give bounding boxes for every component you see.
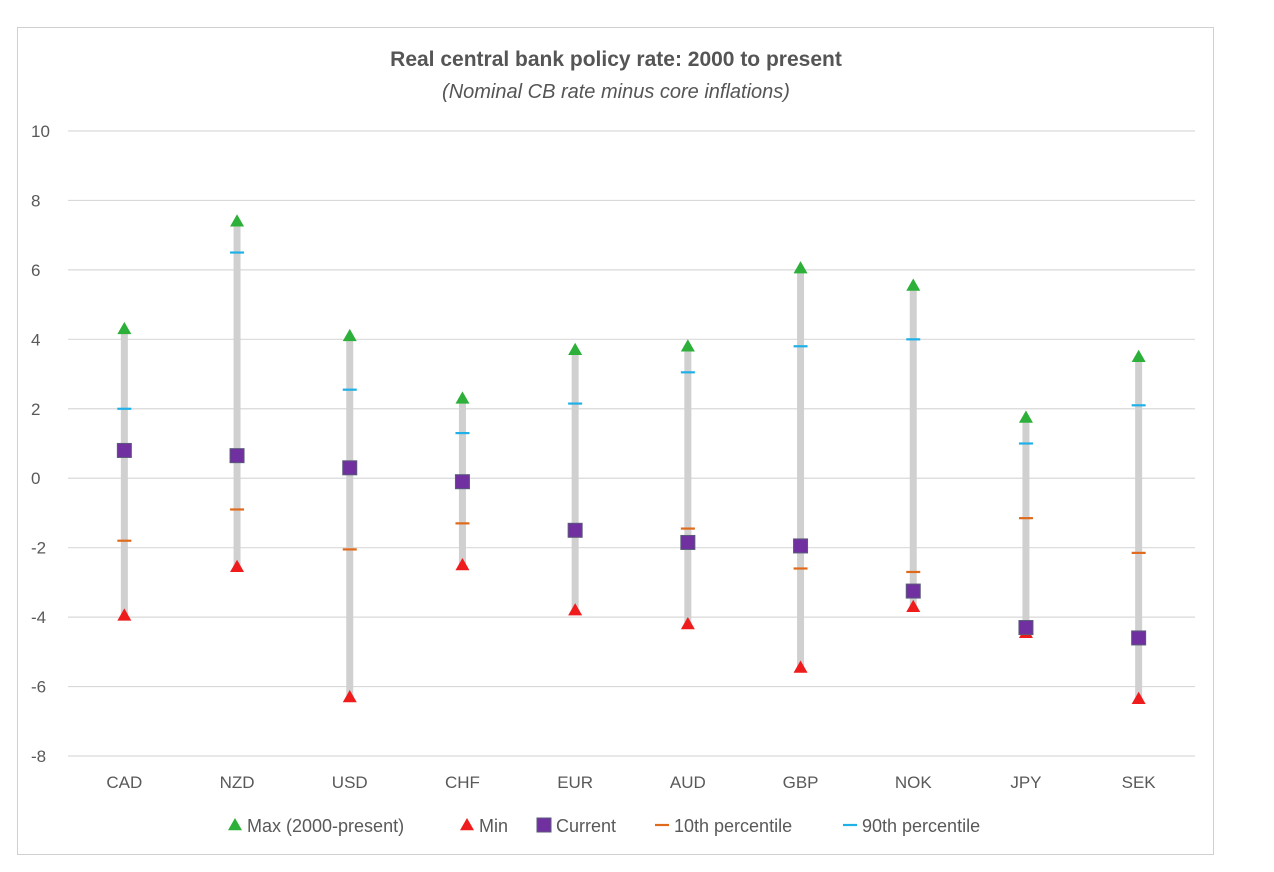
x-tick-label: NZD [220,773,255,792]
point-min [1131,691,1146,704]
legend-marker-current [536,817,552,833]
y-axis-ticks: 10 8 6 4 2 0 -2 -4 -6 -8 [31,122,50,766]
x-tick-label: GBP [783,773,819,792]
legend-label-10th-percentile: 10th percentile [674,816,792,836]
x-tick-label: AUD [670,773,706,792]
point-min [117,608,132,621]
y-tick-label: -2 [31,539,46,558]
chart-subtitle: (Nominal CB rate minus core inflations) [442,81,790,103]
point-min [342,689,357,703]
legend-marker-max-2000-present [228,818,242,831]
point-max-2000-present [906,278,921,291]
y-tick-label: 2 [31,400,40,419]
point-current [567,522,583,538]
x-tick-label: EUR [557,773,593,792]
y-tick-label: 0 [31,469,40,488]
chart-title: Real central bank policy rate: 2000 to p… [390,48,842,71]
x-tick-label: SEK [1122,773,1157,792]
point-max-2000-present [1018,410,1033,423]
point-max-2000-present [230,214,245,227]
point-current [905,583,921,599]
point-max-2000-present [117,321,132,335]
grid-layer [68,130,1195,757]
point-current [680,534,696,550]
point-min [906,599,921,612]
point-current [342,460,358,476]
point-max-2000-present [680,339,695,352]
point-max-2000-present [342,328,357,342]
data-marks [116,214,1147,704]
range-bars [120,221,1143,699]
x-tick-label: USD [332,773,368,792]
chart-frame: Real central bank policy rate: 2000 to p… [17,27,1214,855]
x-tick-label: CHF [445,773,480,792]
point-current [793,538,809,554]
legend-label-max-2000-present: Max (2000-present) [247,816,404,836]
chart-svg: Real central bank policy rate: 2000 to p… [31,48,1195,836]
point-min [455,558,470,571]
y-tick-label: -4 [31,608,46,627]
point-current [1131,630,1147,646]
y-tick-label: -6 [31,678,46,697]
y-tick-label: 4 [31,330,40,349]
legend: Max (2000-present) Min Current 10th percent… [228,816,980,836]
x-tick-label: CAD [106,773,142,792]
y-tick-label: -8 [31,747,46,766]
y-tick-label: 8 [31,191,40,210]
point-max-2000-present [1131,349,1146,362]
point-min [230,559,245,573]
legend-marker-min [460,818,474,831]
legend-label-min: Min [479,816,508,836]
point-max-2000-present [568,342,583,355]
x-axis-ticks: CAD NZD USD CHF EUR AUD GBP NOK JPY SEK [106,773,1156,792]
y-tick-label: 10 [31,122,50,141]
x-tick-label: JPY [1010,773,1041,792]
legend-label-current: Current [556,816,616,836]
point-current [116,442,132,458]
legend-label-90th-percentile: 90th percentile [862,816,980,836]
x-tick-label: NOK [895,773,933,792]
point-max-2000-present [793,261,808,274]
point-current [454,474,470,490]
y-tick-label: 6 [31,261,40,280]
point-min [680,617,695,630]
point-min [793,660,808,673]
point-current [229,448,245,464]
point-max-2000-present [455,391,470,404]
point-min [568,603,583,616]
point-current [1018,620,1034,636]
